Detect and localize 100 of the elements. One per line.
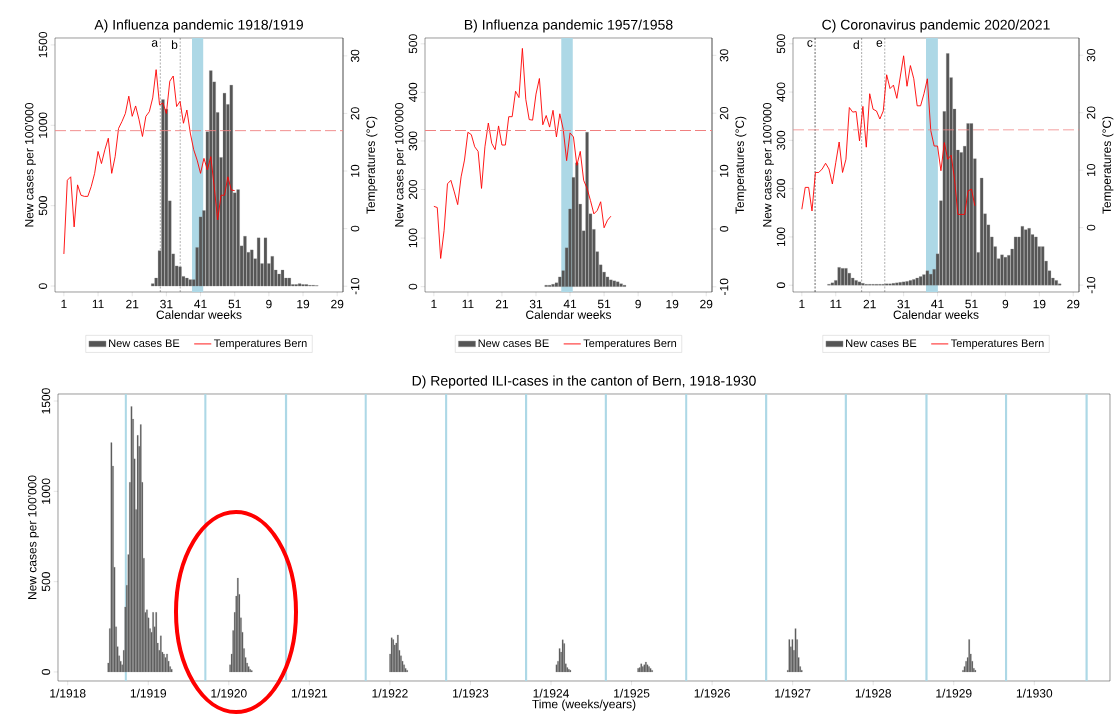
y2-axis-title: Temperatures (°C) <box>366 116 378 214</box>
legend-label: Temperatures Bern <box>950 339 1044 350</box>
x-tick-label: 1/1927 <box>775 688 811 698</box>
y-tick-label: 200 <box>408 179 418 199</box>
y-tick-label: 0 <box>38 283 48 289</box>
legend-label: New cases BE <box>109 339 180 348</box>
y-tick-label: 0 <box>41 669 51 675</box>
y-tick-label: 200 <box>776 179 786 199</box>
legend-label: Temperatures Bern <box>213 339 307 350</box>
x-tick-label: 1/1926 <box>694 688 730 698</box>
x-tick-label: 1/1924 <box>533 688 569 698</box>
x-tick-label: 51 <box>965 299 978 309</box>
x-tick-label: 1/1929 <box>936 688 972 698</box>
chart-title: D) Reported ILI-cases in the canton of Bern, 1918-1930 <box>412 375 756 389</box>
y-tick-label: 400 <box>776 82 786 102</box>
x-tick-label: 11 <box>830 299 842 309</box>
x-tick-label: 9 <box>1002 299 1009 309</box>
y-tick-label: 100 <box>776 227 786 247</box>
annotation: d <box>853 40 859 49</box>
x-tick-label: 29 <box>331 299 344 309</box>
legend-label: New cases BE <box>846 339 917 348</box>
y-tick-label: 500 <box>408 34 418 54</box>
x-tick-label: 1/1925 <box>614 688 650 698</box>
x-tick-label: 31 <box>529 299 543 309</box>
y2-tick-label: 0 <box>719 226 729 232</box>
y2-tick-label: 20 <box>719 107 729 120</box>
y-tick-label: 500 <box>41 572 51 592</box>
x-tick-label: 1/1921 <box>291 688 328 698</box>
chart-title: A) Influenza pandemic 1918/1919 <box>94 19 303 33</box>
x-tick-label: 1 <box>61 299 67 309</box>
y2-tick-label: 0 <box>1086 224 1096 231</box>
x-tick-label: 41 <box>194 299 207 309</box>
x-tick-label: 1/1918 <box>50 688 86 698</box>
y-tick-label: 1500 <box>38 32 48 58</box>
x-tick-label: 29 <box>1067 299 1080 309</box>
y2-tick-label: 10 <box>719 164 729 177</box>
x-tick-label: 41 <box>931 299 944 309</box>
x-tick-label: 51 <box>228 299 241 309</box>
y-tick-label: 500 <box>776 34 786 54</box>
x-tick-label: 19 <box>1033 299 1046 309</box>
y-tick-label: 400 <box>408 82 418 103</box>
annotation: e <box>876 40 883 47</box>
x-tick-label: 31 <box>160 299 173 309</box>
x-tick-label: 1/1919 <box>130 688 167 698</box>
x-tick-label: 21 <box>863 299 876 309</box>
y2-tick-label: 0 <box>350 225 360 232</box>
x-tick-label: 41 <box>563 299 577 309</box>
y-tick-label: 0 <box>408 283 418 290</box>
y-tick-label: 300 <box>776 130 786 150</box>
x-tick-label: 1/1923 <box>453 688 489 698</box>
x-tick-label: 1 <box>799 299 805 309</box>
y2-tick-label: 20 <box>1086 106 1096 119</box>
y2-tick-label: -10 <box>1086 276 1096 294</box>
x-tick-label: 31 <box>897 299 910 309</box>
y-axis-title: New cases per 100'000 <box>24 102 36 227</box>
x-tick-label: 21 <box>126 299 139 309</box>
x-axis-title: Time (weeks/years) <box>532 699 636 711</box>
x-tick-label: 9 <box>266 299 272 309</box>
y2-axis-title: Temperatures (°C) <box>735 116 747 214</box>
y-axis-title: New cases per 100'000 <box>27 475 39 600</box>
x-axis-title: Calendar weeks <box>526 310 612 319</box>
x-tick-label: 21 <box>495 299 509 309</box>
y2-tick-label: 10 <box>1086 163 1096 176</box>
annotation: c <box>807 40 813 47</box>
y2-tick-label: -10 <box>719 278 729 295</box>
y-axis-title: New cases per 100'000 <box>762 102 774 227</box>
y2-tick-label: -10 <box>350 278 360 295</box>
y-tick-label: 1500 <box>41 388 51 414</box>
x-tick-label: 19 <box>666 299 679 309</box>
y-tick-label: 1000 <box>38 112 48 138</box>
x-tick-label: 19 <box>297 299 310 309</box>
y2-tick-label: 30 <box>1086 49 1096 62</box>
y2-axis-title: Temperatures (°C) <box>1102 116 1114 214</box>
x-tick-label: 51 <box>597 299 611 309</box>
y-tick-label: 100 <box>408 228 418 248</box>
x-axis-title: Calendar weeks <box>893 310 979 319</box>
x-tick-label: 1/1922 <box>372 688 408 698</box>
y-axis-title: New cases per 100'000 <box>394 102 406 227</box>
y2-tick-label: 30 <box>350 49 360 63</box>
x-axis-title: Calendar weeks <box>156 310 242 319</box>
annotation: b <box>171 40 178 49</box>
y-tick-label: 500 <box>38 196 48 216</box>
y-tick-label: 0 <box>776 282 786 289</box>
x-tick-label: 9 <box>635 299 641 309</box>
y-tick-label: 1000 <box>41 478 51 504</box>
chart-title: C) Coronavirus pandemic 2020/2021 <box>822 19 1050 33</box>
y-tick-label: 300 <box>408 131 418 151</box>
chart-title: B) Influenza pandemic 1957/1958 <box>464 19 673 33</box>
x-tick-label: 1/1930 <box>1016 688 1053 698</box>
x-tick-label: 1 <box>431 299 437 309</box>
y2-tick-label: 10 <box>350 164 360 177</box>
x-tick-label: 11 <box>462 299 474 309</box>
legend-label: Temperatures Bern <box>583 339 677 350</box>
x-tick-label: 29 <box>700 299 713 309</box>
x-tick-label: 1/1920 <box>211 688 247 698</box>
annotation: a <box>151 40 159 47</box>
x-tick-label: 11 <box>92 299 104 309</box>
legend-label: New cases BE <box>478 339 549 348</box>
x-tick-label: 1/1928 <box>855 688 892 698</box>
y2-tick-label: 30 <box>719 49 729 62</box>
